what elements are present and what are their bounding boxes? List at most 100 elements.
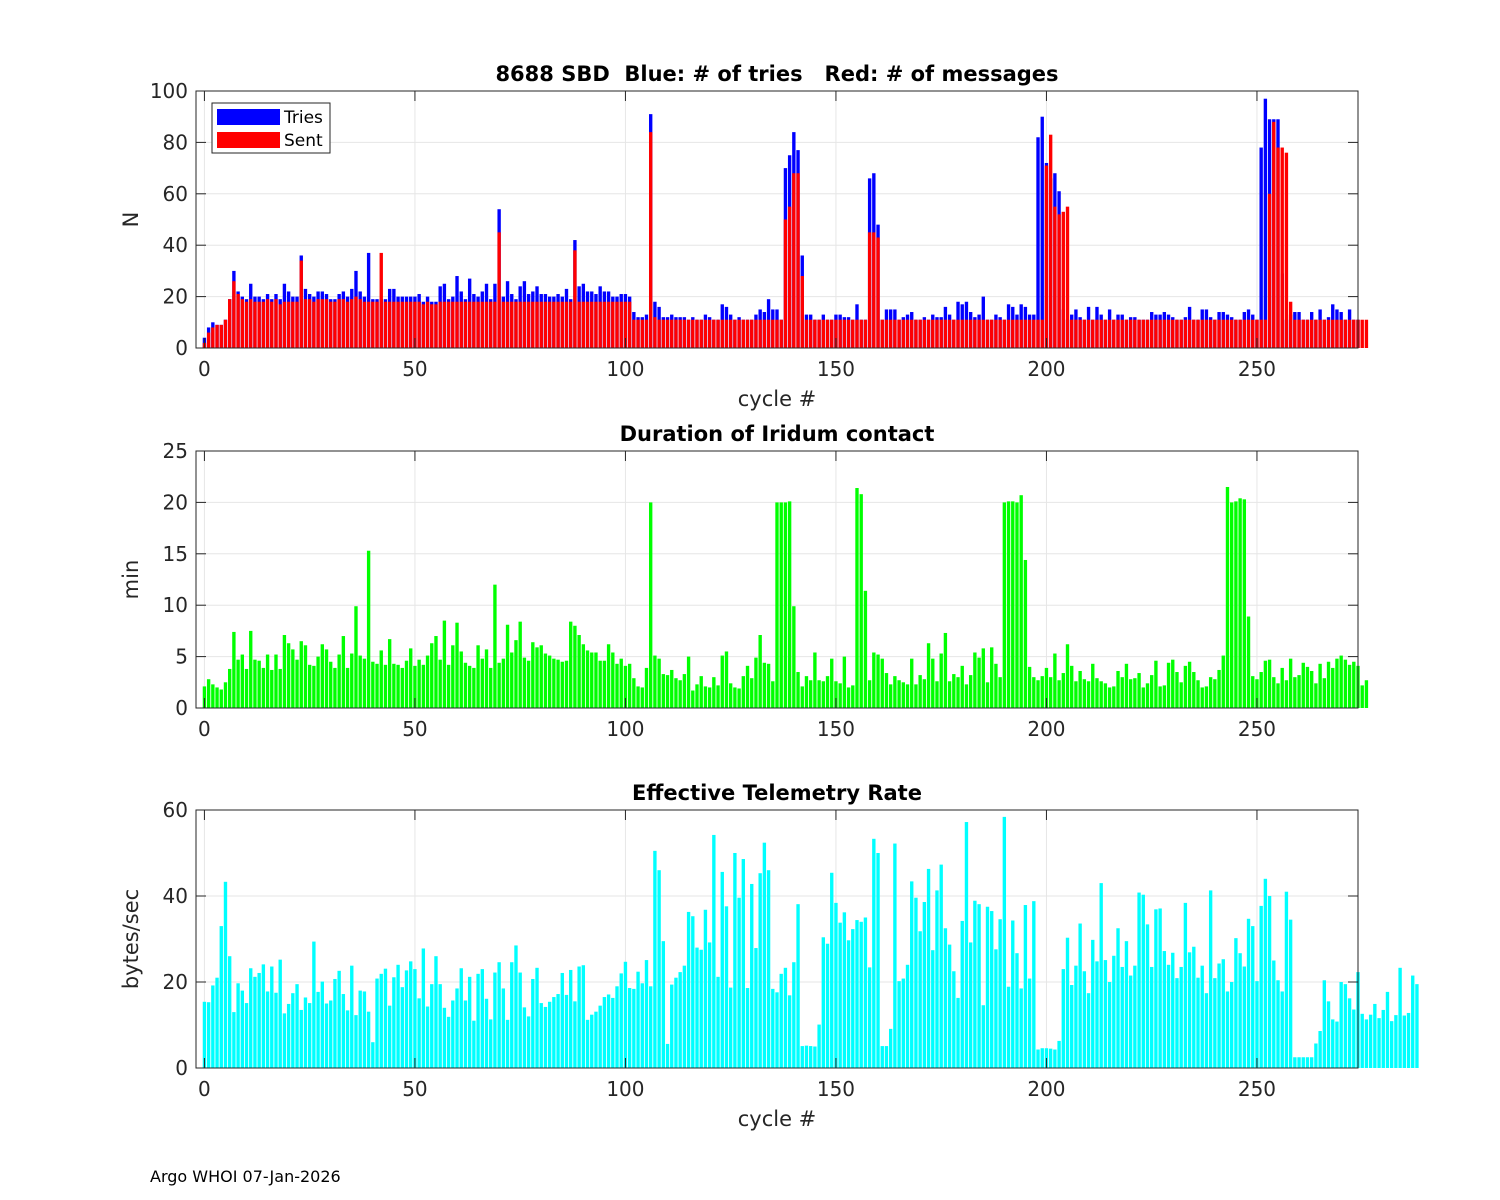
rate-bar-rate-165 xyxy=(897,981,901,1068)
rate-bar-rate-251 xyxy=(1259,905,1263,1068)
duration-bar-duration-3 xyxy=(215,687,219,708)
rate-bar-rate-52 xyxy=(421,948,426,1068)
tries-sent-bar-sent-167 xyxy=(905,319,910,348)
rate-bar-rate-12 xyxy=(253,976,257,1068)
rate-bar-rate-176 xyxy=(943,928,948,1068)
rate-bar-rate-36 xyxy=(354,1015,358,1068)
rate-bar-rate-140 xyxy=(792,962,796,1068)
rate-bar-rate-85 xyxy=(560,972,564,1068)
tries-sent-bar-sent-84 xyxy=(556,301,560,348)
rate-bar-rate-210 xyxy=(1086,993,1091,1068)
rate-bar-rate-16 xyxy=(270,966,274,1068)
duration-xtick-label: 200 xyxy=(1027,717,1065,741)
rate-bar-rate-129 xyxy=(745,988,750,1068)
tries-sent-bar-sent-37 xyxy=(358,299,362,348)
tries-sent-bar-sent-254 xyxy=(1272,121,1276,348)
tries-sent-bar-sent-111 xyxy=(670,319,674,348)
duration-bar-duration-141 xyxy=(796,672,800,708)
tries-sent-bar-sent-276 xyxy=(1364,319,1369,348)
duration-bar-duration-198 xyxy=(1036,680,1040,708)
tries-sent-bar-sent-196 xyxy=(1027,319,1032,348)
rate-bar-rate-212 xyxy=(1095,961,1099,1068)
tries-sent-bar-sent-266 xyxy=(1322,319,1326,348)
tries-sent-bar-sent-4 xyxy=(219,324,223,348)
duration-bar-duration-200 xyxy=(1044,667,1049,708)
tries-sent-bar-sent-123 xyxy=(720,319,724,348)
rate-bar-rate-216 xyxy=(1112,955,1116,1068)
rate-bar-rate-130 xyxy=(750,883,754,1068)
rate-bar-rate-122 xyxy=(716,976,720,1068)
duration-bar-duration-218 xyxy=(1120,677,1124,708)
rate-bar-rate-236 xyxy=(1196,977,1200,1068)
tries-sent-bar-sent-114 xyxy=(682,319,687,348)
tries-sent-bar-sent-65 xyxy=(476,301,480,348)
tries-sent-bar-sent-14 xyxy=(261,301,266,348)
rate-xtick-label: 150 xyxy=(817,1077,855,1101)
duration-bar-duration-223 xyxy=(1141,687,1145,708)
rate-bar-rate-145 xyxy=(813,1046,817,1068)
duration-bar-duration-129 xyxy=(745,665,750,708)
duration-bar-duration-216 xyxy=(1112,686,1116,708)
duration-bar-duration-151 xyxy=(838,683,842,708)
tries-sent-bar-sent-67 xyxy=(484,301,489,348)
tries-sent-ytick-label: 100 xyxy=(150,79,188,103)
rate-bar-rate-160 xyxy=(876,853,880,1068)
tries-sent-bar-sent-70 xyxy=(497,232,501,348)
tries-sent-title: 8688 SBD Blue: # of tries Red: # of mess… xyxy=(495,62,1058,86)
tries-sent-bar-sent-141 xyxy=(796,173,800,348)
rate-bar-rate-118 xyxy=(699,949,703,1068)
tries-sent-bar-sent-150 xyxy=(834,319,838,348)
tries-sent-bar-sent-130 xyxy=(750,319,754,348)
tries-sent-bar-sent-117 xyxy=(695,319,699,348)
duration-bar-duration-150 xyxy=(834,681,838,708)
rate-bar-rate-37 xyxy=(358,990,362,1068)
tries-sent-bar-sent-64 xyxy=(472,301,476,348)
duration-bar-duration-241 xyxy=(1217,669,1221,708)
rate-bar-rate-83 xyxy=(552,997,556,1068)
tries-sent-bar-sent-81 xyxy=(543,301,548,348)
tries-sent-bar-sent-51 xyxy=(417,301,421,348)
duration-bar-duration-130 xyxy=(750,678,754,708)
rate-bar-rate-110 xyxy=(665,1043,670,1068)
rate-bar-rate-117 xyxy=(695,947,699,1068)
tries-sent-bar-sent-231 xyxy=(1175,319,1179,348)
rate-bar-rate-215 xyxy=(1107,982,1112,1068)
rate-bar-rate-163 xyxy=(888,1028,893,1068)
tries-sent-bar-sent-53 xyxy=(425,301,430,348)
tries-sent-bar-sent-142 xyxy=(800,276,804,348)
duration-xtick-label: 150 xyxy=(817,717,855,741)
tries-sent-bar-sent-82 xyxy=(547,301,552,348)
duration-bar-duration-221 xyxy=(1133,678,1137,708)
rate-bar-rate-63 xyxy=(467,976,472,1068)
tries-sent-bar-sent-25 xyxy=(307,299,312,348)
duration-bar-duration-250 xyxy=(1255,679,1259,708)
duration-bar-duration-116 xyxy=(691,690,695,708)
tries-sent-bar-sent-261 xyxy=(1301,319,1305,348)
tries-sent-bar-sent-113 xyxy=(678,319,682,348)
rate-bar-rate-121 xyxy=(712,834,716,1068)
tries-sent-bar-sent-59 xyxy=(451,301,455,348)
tries-sent-bar-sent-175 xyxy=(939,319,943,348)
tries-sent-bar-sent-259 xyxy=(1293,319,1297,348)
duration-bar-duration-20 xyxy=(286,643,291,708)
duration-bar-duration-41 xyxy=(375,663,379,708)
duration-bar-duration-33 xyxy=(341,636,346,708)
duration-bar-duration-34 xyxy=(345,667,350,708)
duration-bar-duration-49 xyxy=(409,648,413,708)
duration-bar-duration-195 xyxy=(1023,559,1028,708)
rate-bar-rate-172 xyxy=(926,868,931,1068)
rate-bar-rate-244 xyxy=(1230,982,1234,1068)
rate-bar-rate-188 xyxy=(994,949,998,1068)
tries-sent-bar-sent-161 xyxy=(880,319,884,348)
rate-bar-rate-193 xyxy=(1015,953,1019,1068)
rate-bar-rate-98 xyxy=(615,986,619,1068)
tries-sent-bar-sent-29 xyxy=(324,299,329,348)
duration-bar-duration-101 xyxy=(627,663,632,708)
rate-bar-rate-2 xyxy=(211,985,215,1068)
rate-bar-rate-22 xyxy=(295,984,299,1068)
tries-sent-bar-sent-140 xyxy=(792,173,796,348)
duration-bar-duration-15 xyxy=(265,654,270,708)
tries-sent-bar-sent-90 xyxy=(581,301,586,348)
rate-bar-rate-189 xyxy=(998,919,1002,1068)
rate-bar-rate-174 xyxy=(935,890,939,1068)
